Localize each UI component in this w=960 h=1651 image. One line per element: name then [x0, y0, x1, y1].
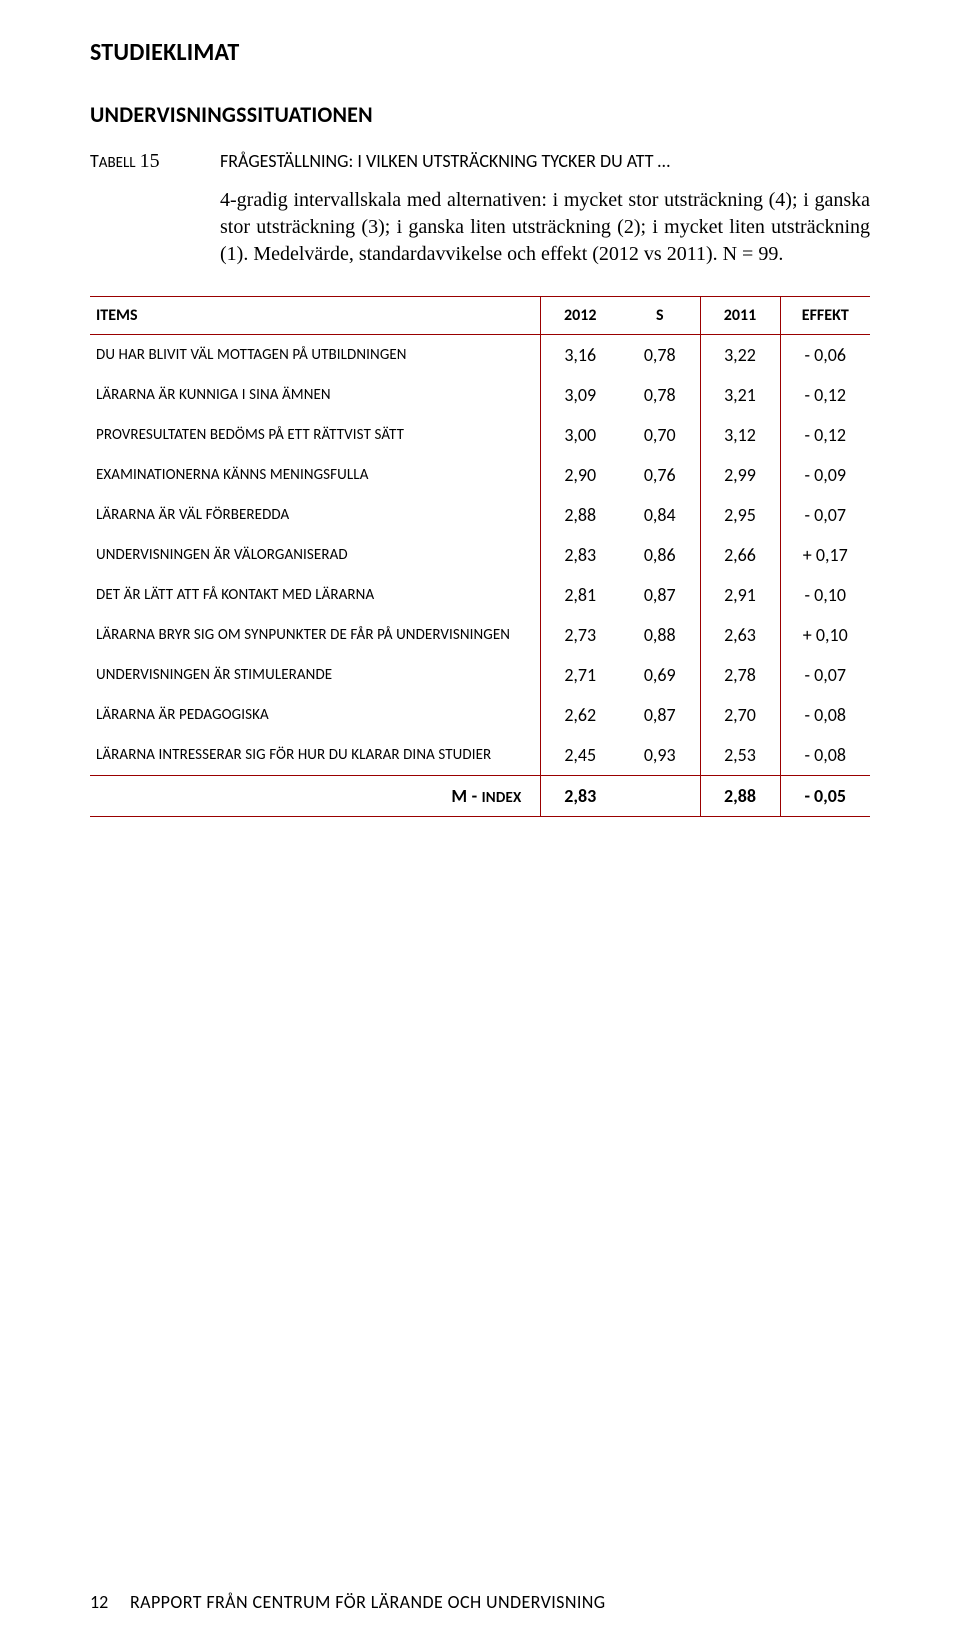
table-row: LÄRARNA BRYR SIG OM SYNPUNKTER DE FÅR PÅ…: [90, 615, 870, 655]
row-2011: 2,91: [700, 575, 780, 615]
row-label: UNDERVISNINGEN ÄR VÄLORGANISERAD: [90, 535, 540, 575]
col-effect: EFFEKT: [780, 297, 870, 334]
m-index-label: M - INDEX: [90, 776, 540, 816]
table-row: UNDERVISNINGEN ÄR STIMULERANDE2,710,692,…: [90, 655, 870, 695]
section-heading: STUDIEKLIMAT: [90, 38, 870, 67]
table-row: DET ÄR LÄTT ATT FÅ KONTAKT MED LÄRARNA2,…: [90, 575, 870, 615]
table-header-row: ITEMS 2012 S 2011 EFFEKT: [90, 297, 870, 334]
m-index-s: [620, 776, 700, 816]
row-effect: - 0,07: [780, 495, 870, 535]
footer-text: RAPPORT FRÅN CENTRUM FÖR LÄRANDE OCH UND…: [130, 1591, 606, 1613]
row-s: 0,78: [620, 335, 700, 375]
data-table-wrapper: ITEMS 2012 S 2011 EFFEKT DU HAR BLIVIT V…: [90, 296, 870, 817]
m-index-2012: 2,83: [540, 776, 620, 816]
row-2012: 3,09: [540, 375, 620, 415]
row-s: 0,87: [620, 695, 700, 735]
row-label: PROVRESULTATEN BEDÖMS PÅ ETT RÄTTVIST SÄ…: [90, 415, 540, 455]
row-2011: 2,99: [700, 455, 780, 495]
row-label: LÄRARNA BRYR SIG OM SYNPUNKTER DE FÅR PÅ…: [90, 615, 540, 655]
row-s: 0,78: [620, 375, 700, 415]
row-2011: 3,21: [700, 375, 780, 415]
row-2012: 3,16: [540, 335, 620, 375]
row-label: EXAMINATIONERNA KÄNNS MENINGSFULLA: [90, 455, 540, 495]
col-s: S: [620, 297, 700, 334]
table-caption-number-text: TABELL 15: [90, 150, 160, 172]
row-effect: - 0,12: [780, 375, 870, 415]
row-2012: 2,81: [540, 575, 620, 615]
row-effect: - 0,12: [780, 415, 870, 455]
row-2012: 2,45: [540, 735, 620, 775]
table-row: UNDERVISNINGEN ÄR VÄLORGANISERAD2,830,86…: [90, 535, 870, 575]
row-s: 0,87: [620, 575, 700, 615]
row-effect: - 0,10: [780, 575, 870, 615]
page-number: 12: [90, 1591, 130, 1613]
rule-bottom: [90, 816, 870, 817]
col-2011: 2011: [700, 297, 780, 334]
row-2011: 3,22: [700, 335, 780, 375]
row-2011: 2,53: [700, 735, 780, 775]
page: STUDIEKLIMAT UNDERVISNINGSSITUATIONEN TA…: [0, 0, 960, 1651]
data-table: ITEMS 2012 S 2011 EFFEKT: [90, 297, 870, 334]
table-row: LÄRARNA ÄR KUNNIGA I SINA ÄMNEN3,090,783…: [90, 375, 870, 415]
table-row: LÄRARNA ÄR VÄL FÖRBEREDDA2,880,842,95- 0…: [90, 495, 870, 535]
row-label: LÄRARNA ÄR PEDAGOGISKA: [90, 695, 540, 735]
row-label: LÄRARNA ÄR VÄL FÖRBEREDDA: [90, 495, 540, 535]
row-2012: 3,00: [540, 415, 620, 455]
col-items: ITEMS: [90, 297, 540, 334]
row-2012: 2,71: [540, 655, 620, 695]
table-footer-row: M - INDEX 2,83 2,88 - 0,05: [90, 776, 870, 816]
row-effect: + 0,17: [780, 535, 870, 575]
table-caption-question: FRÅGESTÄLLNING: I VILKEN UTSTRÄCKNING TY…: [220, 150, 670, 172]
row-2011: 2,78: [700, 655, 780, 695]
row-label: LÄRARNA INTRESSERAR SIG FÖR HUR DU KLARA…: [90, 735, 540, 775]
row-label: UNDERVISNINGEN ÄR STIMULERANDE: [90, 655, 540, 695]
col-2012: 2012: [540, 297, 620, 334]
row-s: 0,70: [620, 415, 700, 455]
row-2011: 2,95: [700, 495, 780, 535]
row-2011: 2,66: [700, 535, 780, 575]
table-number: 15: [140, 150, 160, 172]
m-index-2011: 2,88: [700, 776, 780, 816]
row-2012: 2,83: [540, 535, 620, 575]
row-s: 0,69: [620, 655, 700, 695]
row-2011: 2,63: [700, 615, 780, 655]
subsection-heading: UNDERVISNINGSSITUATIONEN: [90, 101, 870, 128]
row-2012: 2,73: [540, 615, 620, 655]
data-table-body: DU HAR BLIVIT VÄL MOTTAGEN PÅ UTBILDNING…: [90, 335, 870, 775]
page-footer: 12 RAPPORT FRÅN CENTRUM FÖR LÄRANDE OCH …: [90, 1591, 870, 1613]
row-2012: 2,88: [540, 495, 620, 535]
table-caption-number: TABELL 15: [90, 150, 220, 173]
row-2011: 3,12: [700, 415, 780, 455]
row-s: 0,84: [620, 495, 700, 535]
row-s: 0,76: [620, 455, 700, 495]
row-s: 0,93: [620, 735, 700, 775]
row-2012: 2,90: [540, 455, 620, 495]
table-row: LÄRARNA INTRESSERAR SIG FÖR HUR DU KLARA…: [90, 735, 870, 775]
row-effect: - 0,08: [780, 735, 870, 775]
row-2011: 2,70: [700, 695, 780, 735]
row-label: DU HAR BLIVIT VÄL MOTTAGEN PÅ UTBILDNING…: [90, 335, 540, 375]
table-row: EXAMINATIONERNA KÄNNS MENINGSFULLA2,900,…: [90, 455, 870, 495]
data-table-foot: M - INDEX 2,83 2,88 - 0,05: [90, 776, 870, 816]
row-effect: - 0,08: [780, 695, 870, 735]
row-label: LÄRARNA ÄR KUNNIGA I SINA ÄMNEN: [90, 375, 540, 415]
row-effect: - 0,06: [780, 335, 870, 375]
row-s: 0,86: [620, 535, 700, 575]
table-row: DU HAR BLIVIT VÄL MOTTAGEN PÅ UTBILDNING…: [90, 335, 870, 375]
table-intro-paragraph: 4-gradig intervallskala med alternativen…: [220, 187, 870, 268]
table-row: PROVRESULTATEN BEDÖMS PÅ ETT RÄTTVIST SÄ…: [90, 415, 870, 455]
row-label: DET ÄR LÄTT ATT FÅ KONTAKT MED LÄRARNA: [90, 575, 540, 615]
table-row: LÄRARNA ÄR PEDAGOGISKA2,620,872,70- 0,08: [90, 695, 870, 735]
table-caption-row: TABELL 15 FRÅGESTÄLLNING: I VILKEN UTSTR…: [90, 150, 870, 173]
row-effect: - 0,07: [780, 655, 870, 695]
m-index-effect: - 0,05: [780, 776, 870, 816]
row-2012: 2,62: [540, 695, 620, 735]
row-effect: + 0,10: [780, 615, 870, 655]
row-effect: - 0,09: [780, 455, 870, 495]
row-s: 0,88: [620, 615, 700, 655]
